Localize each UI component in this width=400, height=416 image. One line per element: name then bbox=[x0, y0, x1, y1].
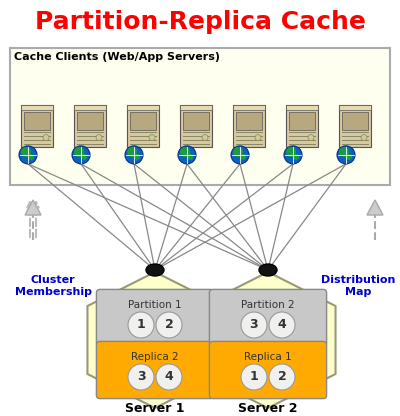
FancyBboxPatch shape bbox=[77, 112, 103, 129]
Circle shape bbox=[125, 146, 143, 164]
FancyBboxPatch shape bbox=[286, 105, 318, 110]
Circle shape bbox=[134, 154, 140, 160]
Circle shape bbox=[72, 146, 90, 164]
Text: 1: 1 bbox=[137, 319, 145, 332]
Circle shape bbox=[346, 154, 352, 160]
Circle shape bbox=[178, 146, 196, 164]
Text: 4: 4 bbox=[165, 371, 173, 384]
Text: 2: 2 bbox=[165, 319, 173, 332]
Circle shape bbox=[74, 147, 84, 157]
Circle shape bbox=[96, 135, 102, 141]
Circle shape bbox=[339, 147, 349, 157]
Polygon shape bbox=[88, 272, 222, 408]
FancyBboxPatch shape bbox=[233, 105, 265, 110]
Text: Replica 2: Replica 2 bbox=[131, 352, 179, 362]
Circle shape bbox=[81, 154, 87, 160]
Circle shape bbox=[21, 147, 31, 157]
Circle shape bbox=[241, 364, 267, 390]
Text: Distribution
Map: Distribution Map bbox=[321, 275, 395, 297]
Circle shape bbox=[233, 147, 243, 157]
Circle shape bbox=[308, 135, 314, 141]
Text: Partition-Replica Cache: Partition-Replica Cache bbox=[34, 10, 366, 34]
FancyBboxPatch shape bbox=[210, 342, 327, 399]
Text: Server 2: Server 2 bbox=[238, 402, 298, 415]
Text: 3: 3 bbox=[250, 319, 258, 332]
FancyBboxPatch shape bbox=[210, 290, 327, 347]
Circle shape bbox=[180, 147, 190, 157]
Circle shape bbox=[269, 312, 295, 338]
Polygon shape bbox=[200, 272, 336, 408]
Circle shape bbox=[128, 312, 154, 338]
FancyBboxPatch shape bbox=[286, 105, 318, 147]
Text: 1: 1 bbox=[250, 371, 258, 384]
Circle shape bbox=[156, 312, 182, 338]
Circle shape bbox=[128, 364, 154, 390]
FancyBboxPatch shape bbox=[127, 105, 159, 110]
FancyBboxPatch shape bbox=[74, 105, 106, 147]
FancyBboxPatch shape bbox=[130, 112, 156, 129]
Text: Replica 1: Replica 1 bbox=[244, 352, 292, 362]
FancyBboxPatch shape bbox=[180, 105, 212, 147]
FancyBboxPatch shape bbox=[183, 112, 209, 129]
FancyBboxPatch shape bbox=[127, 105, 159, 147]
FancyBboxPatch shape bbox=[24, 112, 50, 129]
FancyBboxPatch shape bbox=[96, 290, 214, 347]
Circle shape bbox=[43, 135, 49, 141]
FancyBboxPatch shape bbox=[10, 48, 390, 185]
Text: Partition 1: Partition 1 bbox=[128, 300, 182, 310]
Circle shape bbox=[19, 146, 37, 164]
Text: 3: 3 bbox=[137, 371, 145, 384]
Circle shape bbox=[202, 135, 208, 141]
Circle shape bbox=[255, 135, 261, 141]
Text: Partition 2: Partition 2 bbox=[241, 300, 295, 310]
FancyBboxPatch shape bbox=[233, 105, 265, 147]
Polygon shape bbox=[25, 200, 41, 215]
Circle shape bbox=[231, 146, 249, 164]
Circle shape bbox=[286, 147, 296, 157]
Circle shape bbox=[187, 154, 193, 160]
Circle shape bbox=[127, 147, 137, 157]
Ellipse shape bbox=[259, 264, 277, 276]
Text: 4: 4 bbox=[278, 319, 286, 332]
FancyBboxPatch shape bbox=[342, 112, 368, 129]
FancyBboxPatch shape bbox=[339, 105, 371, 147]
FancyBboxPatch shape bbox=[180, 105, 212, 110]
Text: 2: 2 bbox=[278, 371, 286, 384]
FancyBboxPatch shape bbox=[289, 112, 315, 129]
FancyBboxPatch shape bbox=[21, 105, 53, 110]
Circle shape bbox=[293, 154, 299, 160]
Text: Server 1: Server 1 bbox=[125, 402, 185, 415]
FancyBboxPatch shape bbox=[74, 105, 106, 110]
Circle shape bbox=[361, 135, 367, 141]
Polygon shape bbox=[367, 200, 383, 215]
FancyBboxPatch shape bbox=[339, 105, 371, 110]
Circle shape bbox=[337, 146, 355, 164]
Circle shape bbox=[284, 146, 302, 164]
Circle shape bbox=[240, 154, 246, 160]
FancyBboxPatch shape bbox=[96, 342, 214, 399]
Circle shape bbox=[269, 364, 295, 390]
FancyBboxPatch shape bbox=[21, 105, 53, 147]
Circle shape bbox=[149, 135, 155, 141]
Circle shape bbox=[241, 312, 267, 338]
Circle shape bbox=[156, 364, 182, 390]
FancyBboxPatch shape bbox=[236, 112, 262, 129]
Circle shape bbox=[28, 154, 34, 160]
Text: Cache Clients (Web/App Servers): Cache Clients (Web/App Servers) bbox=[14, 52, 220, 62]
Text: Cluster
Membership: Cluster Membership bbox=[14, 275, 92, 297]
Ellipse shape bbox=[146, 264, 164, 276]
